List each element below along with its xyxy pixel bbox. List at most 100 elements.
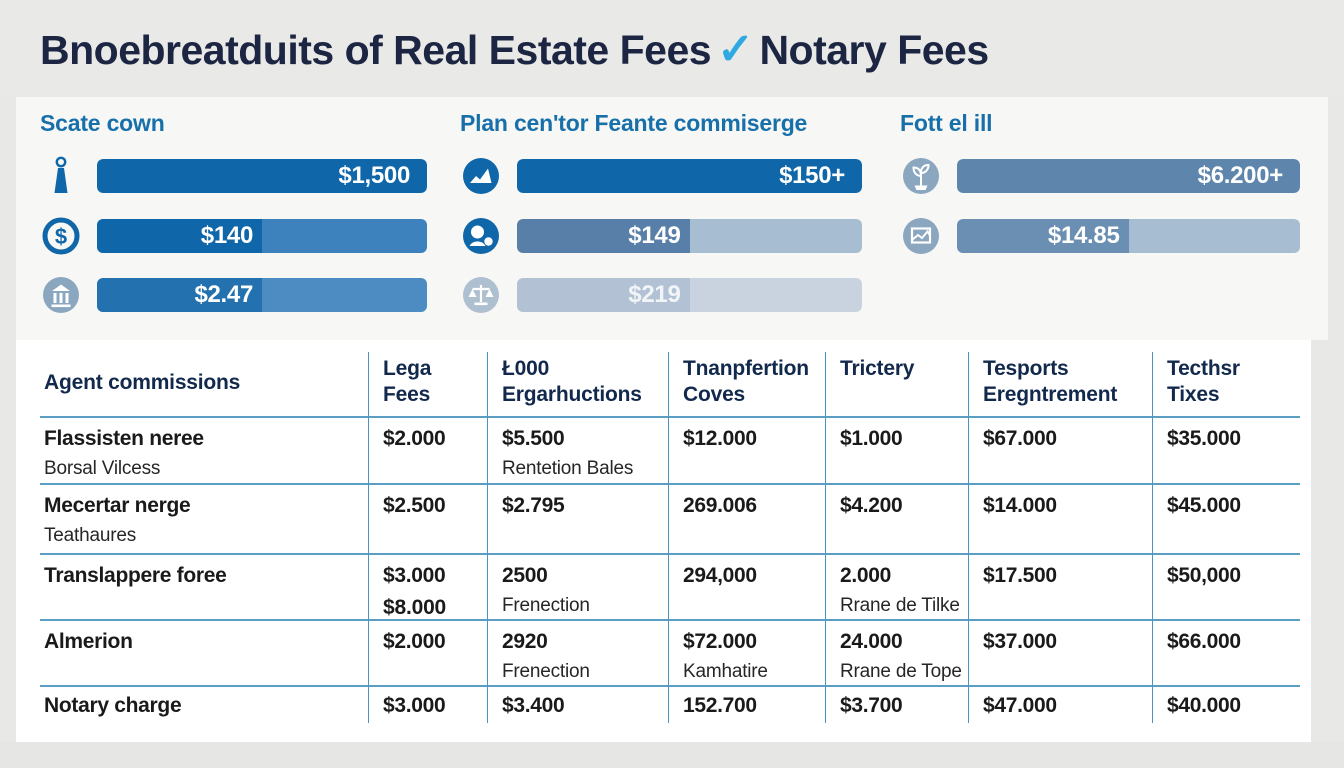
table-cell: $40.000 (1152, 685, 1300, 723)
cell-main: 24.000 (840, 630, 903, 653)
table-header-tnanpfertion-coves: Tnanpfertion Coves (668, 352, 825, 416)
cell-sub: Kamhatire (683, 661, 768, 683)
person-icon (460, 215, 502, 257)
bank-building-icon (40, 274, 82, 316)
table-header-lega-fees: Lega Fees (368, 352, 487, 416)
table-cell: 24.000 Rrane de Tope (825, 619, 968, 685)
header-line: Agent commissions (44, 371, 241, 394)
table-cell: 2920 Frenection (487, 619, 668, 685)
header-line: Tecthsr (1167, 357, 1240, 380)
title-text: Bnoebreatduits of Real Estate Fees (40, 27, 712, 73)
bar-value-label: $2.47 (194, 281, 253, 308)
tower-icon (40, 155, 82, 197)
cell-main: 294,000 (683, 564, 757, 587)
bar: $150+ (517, 159, 862, 193)
bar-row: $219 (460, 274, 862, 316)
trend-chart-icon (460, 155, 502, 197)
header-line: Tixes (1167, 383, 1220, 407)
fees-bar-chart: Scate cown $1,500 $ (16, 97, 1328, 340)
table-cell: Translappere foree (40, 553, 368, 619)
table-cell: $35.000 (1152, 416, 1300, 483)
header-line: Tesports (983, 357, 1069, 380)
cell-main: $3.700 (840, 694, 903, 717)
table-cell: $50,000 (1152, 553, 1300, 619)
footer-band (0, 742, 1344, 768)
table-header-trictery: Trictery (825, 352, 968, 416)
cell-main: 2920 (502, 630, 548, 653)
cell-main: $40.000 (1167, 694, 1241, 717)
bar-value-label: $150+ (779, 162, 845, 189)
dollar-coin-icon: $ (40, 215, 82, 257)
cell-sub: Teathaures (44, 525, 137, 547)
table-cell: $3.700 (825, 685, 968, 723)
cell-main: $45.000 (1167, 494, 1241, 517)
bar: $219 (517, 278, 862, 312)
table-cell: Almerion (40, 619, 368, 685)
cell-main: $12.000 (683, 427, 757, 450)
bar-row: $150+ (460, 155, 862, 197)
chart-group-plan-centor: Plan cen'tor Feante commiserge $150+ (460, 97, 890, 340)
table-cell: $1.000 (825, 416, 968, 483)
cell-main: $5.500 (502, 427, 565, 450)
header-line: Ergarhuctions (502, 383, 642, 407)
table-cell: $3.000 (368, 685, 487, 723)
title-band: Bnoebreatduits of Real Estate Fees ✓ Notar… (0, 0, 1344, 97)
cell-main: $2.795 (502, 494, 565, 517)
cell-main: $35.000 (1167, 427, 1241, 450)
bar: $149 (517, 219, 862, 253)
picture-frame-icon (900, 215, 942, 257)
cell-main: 2.000 (840, 564, 892, 587)
bar: $1,500 (97, 159, 427, 193)
table-header-tesports-eregntrement: Tesports Eregntrement (968, 352, 1152, 416)
bar-value-label: $1,500 (338, 162, 410, 189)
chart-group-title: Fott el ill (900, 110, 993, 136)
bar-row: $2.47 (40, 274, 427, 316)
svg-text:$: $ (55, 224, 67, 249)
table-cell: Notary charge (40, 685, 368, 723)
cell-sub: Rentetion Bales (502, 458, 634, 480)
table-cell: $2.795 (487, 483, 668, 553)
table-cell: $4.200 (825, 483, 968, 553)
table-cell: $3.400 (487, 685, 668, 723)
bar-value-label: $6.200+ (1197, 162, 1284, 189)
table-cell: 152.700 (668, 685, 825, 723)
header-line: Tnanpfertion (683, 357, 809, 380)
page-title: Bnoebreatduits of Real Estate Fees ✓ Notar… (40, 24, 989, 75)
cell-main: $3.000 (383, 564, 446, 587)
table-cell: 294,000 (668, 553, 825, 619)
table-cell: 2.000 Rrane de Tilke (825, 553, 968, 619)
scales-icon (460, 274, 502, 316)
header-line: Fees (383, 383, 431, 407)
table-cell: $72.000 Kamhatire (668, 619, 825, 685)
cell-main: $50,000 (1167, 564, 1241, 587)
table-header-ergarhuctions: Ł000 Ergarhuctions (487, 352, 668, 416)
chart-group-title: Plan cen'tor Feante commiserge (460, 110, 808, 136)
cell-main: $66.000 (1167, 630, 1241, 653)
table-cell: Mecertar nerge Teathaures (40, 483, 368, 553)
cell-main: $2.000 (383, 630, 446, 653)
cell-sub: $8.000 (383, 596, 447, 619)
cell-main: $3.000 (383, 694, 446, 717)
table-cell: $14.000 (968, 483, 1152, 553)
table-cell: $2.000 (368, 619, 487, 685)
table-cell: $12.000 (668, 416, 825, 483)
cell-main: $47.000 (983, 694, 1057, 717)
cell-main: Mecertar nerge (44, 494, 191, 517)
cell-main: $4.200 (840, 494, 903, 517)
cell-main: $72.000 (683, 630, 757, 653)
header-line: Coves (683, 383, 746, 407)
cell-main: $2.000 (383, 427, 446, 450)
bar-row: $6.200+ (900, 155, 1300, 197)
cell-main: $1.000 (840, 427, 903, 450)
bar: $140 (97, 219, 427, 253)
table-cell: $66.000 (1152, 619, 1300, 685)
cell-main: $37.000 (983, 630, 1057, 653)
cell-main: $14.000 (983, 494, 1057, 517)
cell-sub: Frenection (502, 595, 590, 617)
table-cell: 269.006 (668, 483, 825, 553)
cell-sub: Frenection (502, 661, 590, 683)
table-cell: $47.000 (968, 685, 1152, 723)
title-suffix-text: Notary Fees (759, 27, 989, 73)
header-line: Trictery (840, 357, 915, 380)
